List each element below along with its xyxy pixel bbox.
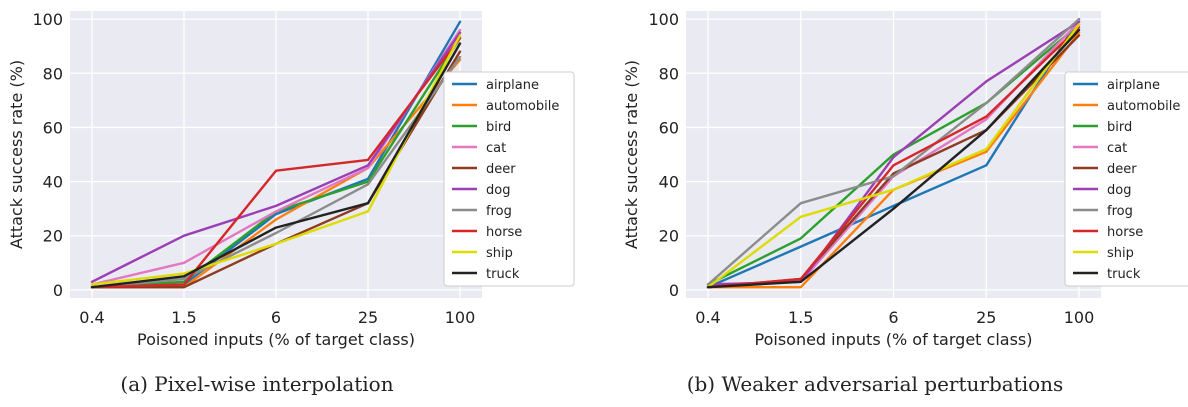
x-tick-label: 6	[271, 308, 281, 327]
legend-label-truck: truck	[486, 267, 520, 282]
legend-label-frog: frog	[1107, 204, 1133, 219]
legend-label-horse: horse	[486, 225, 522, 240]
y-tick-label: 60	[43, 118, 63, 137]
legend-label-ship: ship	[486, 246, 513, 261]
series-line-truck	[706, 28, 1081, 289]
x-axis-label: Poisoned inputs (% of target class)	[137, 330, 415, 349]
legend-label-deer: deer	[486, 162, 516, 177]
chart-caption: (a) Pixel-wise interpolation	[120, 372, 393, 396]
x-tick-label: 25	[358, 308, 378, 327]
series-line-frog	[706, 17, 1081, 286]
y-tick-label: 0	[669, 281, 679, 300]
y-tick-label: 80	[659, 64, 679, 83]
series-line-bird	[706, 23, 1081, 286]
x-tick-label: 0.4	[79, 308, 104, 327]
series-line-airplane	[706, 17, 1081, 289]
y-axis-label: Attack success rate (%)	[7, 60, 26, 249]
y-tick-label: 40	[43, 173, 63, 192]
y-tick-label: 100	[32, 10, 63, 29]
legend-label-dog: dog	[1107, 183, 1131, 198]
series-line-horse	[706, 26, 1081, 289]
series-line-truck	[90, 42, 462, 289]
legend-label-ship: ship	[1107, 246, 1134, 261]
chart-a: 0 20 40 60 80 100 0.4 1.5 6 25 100 Poisoned inputs …	[7, 10, 575, 396]
series-line-horse	[90, 36, 462, 289]
y-tick-label: 20	[43, 227, 63, 246]
series-line-ship	[706, 23, 1081, 289]
x-axis-label: Poisoned inputs (% of target class)	[755, 330, 1033, 349]
legend-label-cat: cat	[1107, 141, 1127, 156]
y-tick-label: 40	[659, 173, 679, 192]
legend-label-bird: bird	[1107, 120, 1132, 135]
chart-b: 0 20 40 60 80 100 0.4 1.5 6 25 100 Poisoned inputs …	[622, 10, 1188, 396]
y-tick-label: 0	[53, 281, 63, 300]
y-tick-label: 80	[43, 64, 63, 83]
x-tick-label: 100	[445, 308, 476, 327]
x-tick-label: 25	[976, 308, 996, 327]
legend-label-bird: bird	[486, 120, 511, 135]
legend: airplane automobile bird cat deer dog frog hors…	[1064, 71, 1188, 287]
legend-label-automobile: automobile	[1107, 99, 1180, 114]
legend-label-horse: horse	[1107, 225, 1143, 240]
series-line-frog	[90, 55, 462, 289]
legend-label-dog: dog	[486, 183, 510, 198]
legend-label-airplane: airplane	[486, 78, 539, 93]
y-tick-label: 100	[648, 10, 679, 29]
x-tick-label: 100	[1064, 308, 1095, 327]
x-tick-label: 6	[888, 308, 898, 327]
chart-caption: (b) Weaker adversarial perturbations	[687, 372, 1064, 396]
x-tick-label: 1.5	[788, 308, 813, 327]
y-axis-label: Attack success rate (%)	[622, 60, 641, 249]
legend-label-automobile: automobile	[486, 99, 559, 114]
y-tick-label: 20	[659, 227, 679, 246]
x-tick-label: 0.4	[695, 308, 720, 327]
x-tick-label: 1.5	[171, 308, 196, 327]
legend-label-truck: truck	[1107, 267, 1141, 282]
y-tick-label: 60	[659, 118, 679, 137]
legend-label-airplane: airplane	[1107, 78, 1160, 93]
legend: airplane automobile bird cat deer dog frog hors…	[443, 71, 575, 287]
legend-label-cat: cat	[486, 141, 506, 156]
legend-label-frog: frog	[486, 204, 512, 219]
series-line-ship	[90, 34, 462, 286]
legend-label-deer: deer	[1107, 162, 1137, 177]
